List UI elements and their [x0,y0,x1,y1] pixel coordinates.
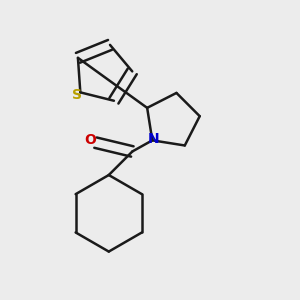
Text: N: N [148,132,160,146]
Text: S: S [72,88,82,102]
Text: O: O [84,133,96,147]
